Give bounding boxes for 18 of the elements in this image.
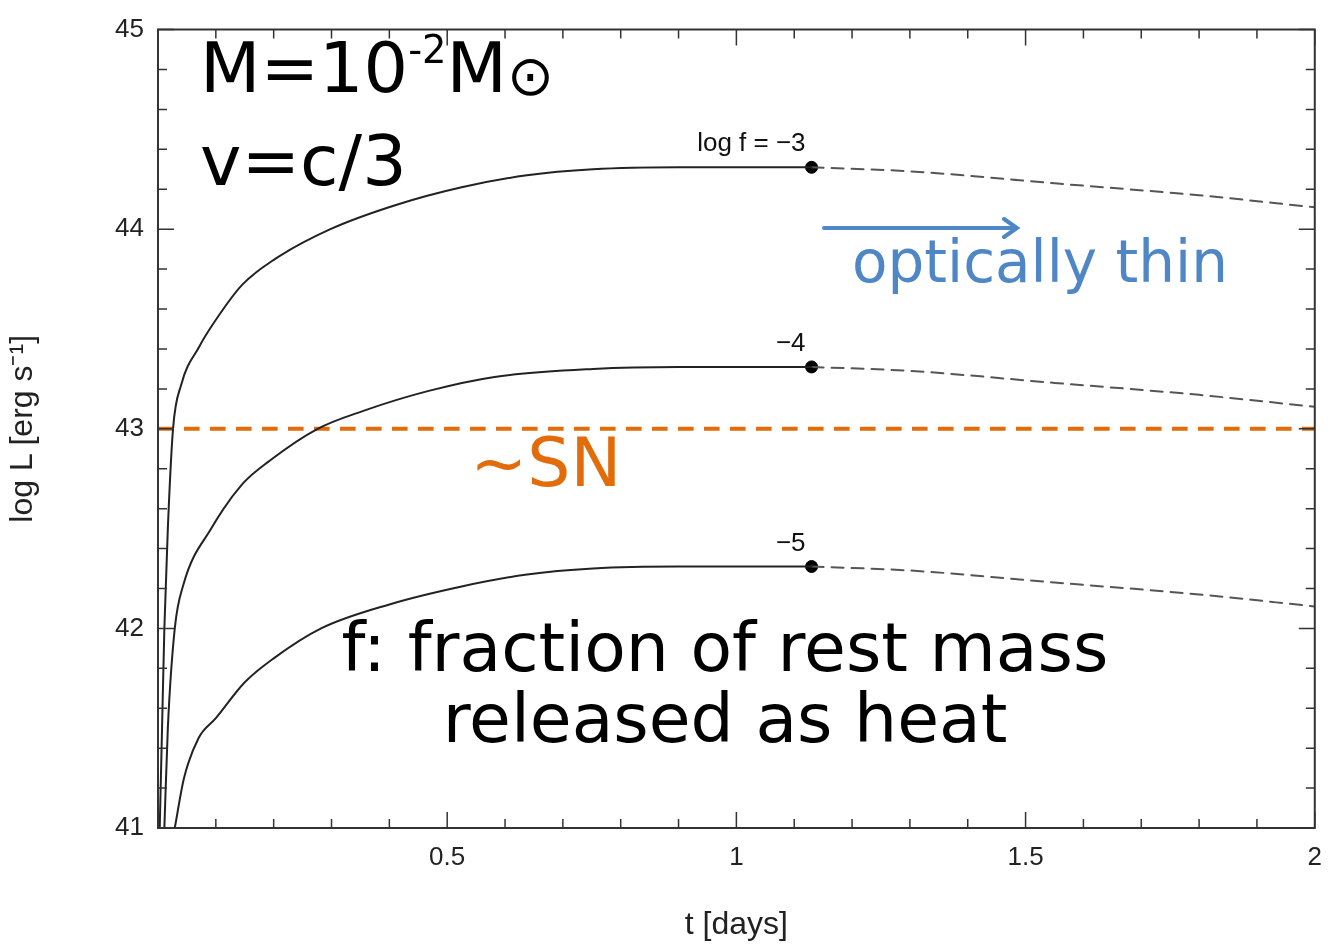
ref-line-label: ~SN (470, 423, 622, 503)
y-tick-label: 41 (115, 811, 144, 842)
x-tick-label: 1 (729, 840, 744, 871)
y-tick-label: 43 (115, 411, 144, 442)
y-axis-title: log L [erg s⁻¹] (3, 334, 40, 523)
series-label: −4 (775, 327, 806, 358)
series-label: log f = −3 (697, 127, 806, 158)
y-tick-label: 42 (115, 611, 144, 642)
y-tick-label: 44 (115, 212, 144, 243)
x-tick-label: 1.5 (1007, 840, 1044, 871)
series-label: −5 (775, 526, 806, 557)
y-tick-label: 45 (115, 12, 144, 43)
x-axis-title: t [days] (684, 904, 788, 941)
annotation: optically thin (852, 228, 1228, 296)
annotation: f: fraction of rest mass released as heat (340, 608, 1110, 759)
x-tick-label: 2 (1307, 840, 1322, 871)
annotation: v=c/3 (200, 120, 407, 202)
x-tick-label: 0.5 (429, 840, 466, 871)
